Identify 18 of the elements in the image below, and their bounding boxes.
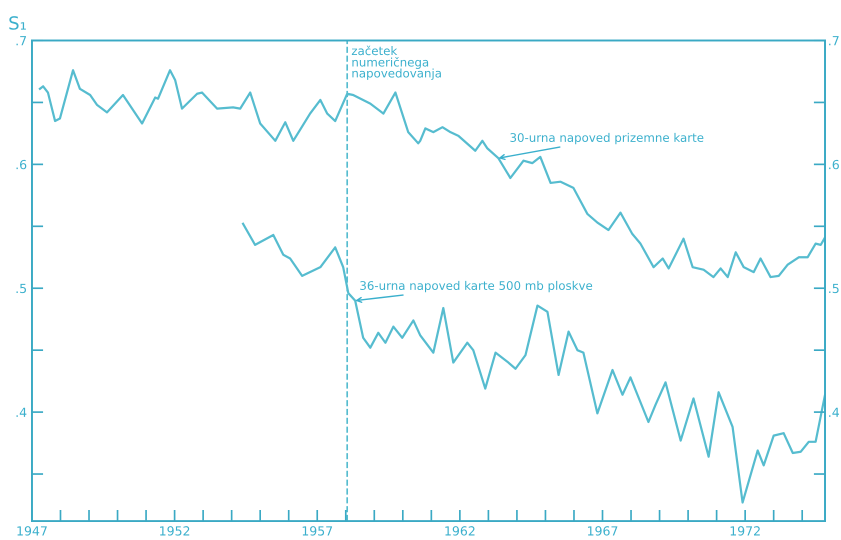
x-tick-label: 1957 (302, 526, 332, 536)
x-tick-label: 1962 (445, 526, 475, 536)
y-tick-label: .7 (16, 36, 26, 46)
y2-tick-label: .6 (829, 160, 839, 170)
y-axis-title: S₁ (9, 16, 26, 30)
x-tick-label: 1972 (730, 526, 760, 536)
annotation: 36-urna napoved karte 500 mb ploskve (360, 280, 592, 292)
x-tick-label: 1952 (160, 526, 190, 536)
y2-tick-label: .4 (829, 408, 840, 417)
y-tick-label: .4 (16, 408, 26, 417)
x-tick-label: 1947 (17, 526, 47, 536)
ref-line-label: začetek numeričnega napovedovanja (352, 46, 441, 80)
y2-tick-label: .5 (829, 284, 839, 294)
annotation: 30-urna napoved prizemne karte (510, 132, 704, 144)
y-tick-label: .5 (16, 284, 26, 294)
y-tick-label: .6 (16, 160, 26, 170)
y2-tick-label: .7 (829, 36, 839, 46)
x-tick-label: 1967 (588, 526, 618, 536)
